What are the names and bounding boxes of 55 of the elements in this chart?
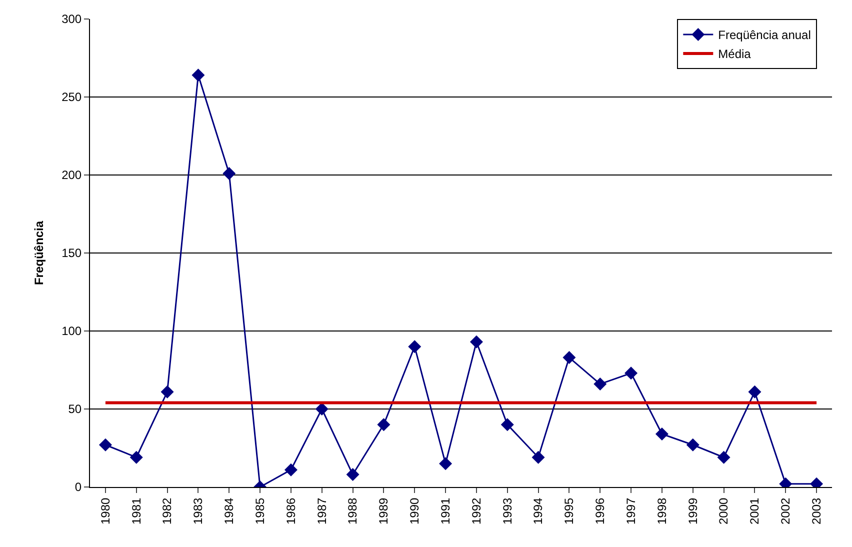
point xyxy=(192,68,205,82)
point xyxy=(748,385,762,398)
point xyxy=(160,385,174,398)
x-tick-label: 1985 xyxy=(252,497,267,525)
point xyxy=(315,402,328,416)
point xyxy=(222,166,236,180)
point xyxy=(284,463,298,476)
x-tick-label: 1983 xyxy=(191,497,206,525)
x-tick-label: 1982 xyxy=(160,497,174,525)
x-tick-label: 1994 xyxy=(531,497,546,525)
point xyxy=(130,450,143,464)
y-tick-label: 300 xyxy=(62,12,82,26)
y-tick-label: 150 xyxy=(62,246,82,260)
point xyxy=(346,468,360,482)
y-tick-label: 250 xyxy=(62,90,82,104)
point xyxy=(500,418,514,432)
x-tick-label: 1996 xyxy=(593,497,608,525)
point xyxy=(377,418,390,432)
y-tick-label: 0 xyxy=(74,480,82,494)
x-tick-label: 1984 xyxy=(222,497,236,525)
x-tick-label: 1993 xyxy=(500,497,514,525)
point xyxy=(717,450,730,464)
x-tick-label: 1992 xyxy=(469,497,484,525)
y-tick-label: 200 xyxy=(62,168,82,182)
x-tick-label: 1989 xyxy=(376,497,391,525)
point xyxy=(562,351,576,364)
legend-label: Freqüência anual xyxy=(718,28,811,42)
x-tick-label: 1999 xyxy=(686,497,700,525)
point xyxy=(594,378,607,391)
point xyxy=(408,340,422,354)
x-tick-label: 1988 xyxy=(346,497,360,525)
point xyxy=(439,457,452,470)
point xyxy=(470,335,483,348)
point xyxy=(655,427,668,440)
point xyxy=(98,438,112,452)
y-axis-title: Freqüência xyxy=(32,220,46,286)
x-tick-label: 1997 xyxy=(624,497,638,525)
x-tick-label: 1995 xyxy=(562,497,576,525)
point xyxy=(624,366,638,380)
x-tick-label: 2002 xyxy=(778,497,793,525)
legend-label: Média xyxy=(718,47,752,62)
x-tick-label: 1998 xyxy=(654,497,669,525)
x-tick-label: 1987 xyxy=(314,497,329,525)
x-tick-label: 1990 xyxy=(408,497,422,525)
x-tick-label: 1991 xyxy=(438,497,452,525)
point xyxy=(532,450,545,464)
point xyxy=(686,438,700,452)
x-tick-label: 2003 xyxy=(809,497,824,525)
x-tick-label: 1981 xyxy=(129,497,144,525)
y-tick-label: 50 xyxy=(68,402,82,416)
x-tick-label: 1986 xyxy=(284,497,298,525)
x-tick-label: 1980 xyxy=(98,497,112,525)
x-tick-label: 2001 xyxy=(748,497,762,525)
y-tick-label: 100 xyxy=(62,324,82,338)
x-tick-label: 2000 xyxy=(716,497,731,525)
